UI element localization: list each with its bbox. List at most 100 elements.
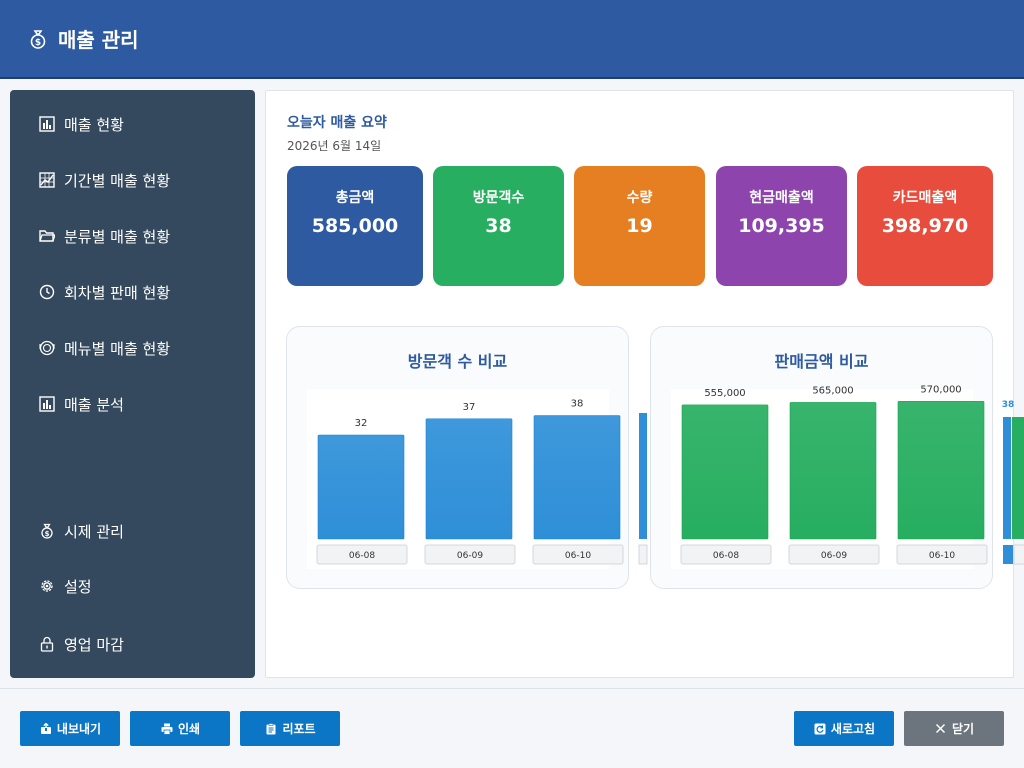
bar	[897, 400, 985, 540]
card-value: 38	[485, 215, 512, 237]
bar-value-label: 565,000	[812, 385, 853, 396]
money-bag-icon: $	[26, 27, 50, 51]
gear-icon	[38, 577, 56, 595]
sidebar-item-label: 기간별 매출 현황	[64, 171, 171, 190]
bar	[789, 402, 877, 540]
card-cash-sales: 현금매출액 109,395	[716, 166, 847, 286]
overflow-tick-box	[1013, 544, 1024, 565]
sidebar-item-round-sales[interactable]: 회차별 판매 현황	[10, 272, 255, 312]
category-tick-box	[316, 544, 408, 565]
sidebar-item-label: 매출 현황	[64, 115, 124, 134]
sidebar-item-label: 시제 관리	[64, 522, 124, 541]
card-value: 19	[626, 215, 653, 237]
export-button-label: 내보내기	[56, 722, 102, 736]
sidebar-item-close-business[interactable]: 영업 마감	[10, 624, 255, 664]
report-button-label: 리포트	[282, 722, 316, 736]
bar	[317, 434, 405, 540]
close-icon	[934, 722, 948, 736]
sidebar-item-cash-management[interactable]: $ 시제 관리	[10, 511, 255, 551]
category-tick-label: 06-10	[565, 551, 591, 561]
visitor-bar-chart: 32 06-08 37 06-09 38 06-10	[316, 399, 648, 565]
category-tick-box	[896, 544, 988, 565]
overflow-bar	[1003, 417, 1011, 539]
sidebar-item-label: 매출 분석	[64, 395, 124, 414]
svg-text:$: $	[45, 530, 50, 538]
sidebar-item-label: 설정	[64, 577, 92, 596]
overflow-tick-box	[638, 544, 648, 565]
bar-value-label: 32	[355, 418, 368, 429]
card-label: 현금매출액	[749, 190, 814, 206]
sidebar-item-period-sales[interactable]: 기간별 매출 현황	[10, 160, 255, 200]
sidebar-item-sales-status[interactable]: 매출 현황	[10, 104, 255, 144]
printer-icon	[160, 722, 174, 736]
sidebar-item-label: 분류별 매출 현황	[64, 227, 171, 246]
folder-icon	[38, 227, 56, 245]
refresh-button[interactable]: 새로고침	[794, 711, 894, 746]
summary-title: 오늘자 매출 요약	[287, 115, 387, 131]
overflow-value-label: 38	[1002, 400, 1015, 410]
card-label: 카드매출액	[892, 190, 958, 206]
money-bag-icon: $	[38, 522, 56, 540]
category-tick-label: 06-09	[821, 551, 847, 561]
summary-date: 2026년 6월 14일	[287, 139, 382, 153]
plate-icon	[38, 339, 56, 357]
sales-bar-chart: 555,000 06-08 565,000 06-09 570,000 06-10 38	[680, 384, 1024, 565]
card-value: 585,000	[311, 215, 399, 237]
bar-value-label: 38	[571, 399, 584, 410]
sidebar-item-label: 메뉴별 매출 현황	[64, 339, 171, 358]
app-header: $ 매출 관리	[0, 0, 1024, 79]
card-card-sales: 카드매출액 398,970	[857, 166, 993, 286]
bar-chart-icon	[38, 115, 56, 133]
chart-title: 판매금액 비교	[774, 352, 869, 371]
sidebar-item-sales-analysis[interactable]: 매출 분석	[10, 384, 255, 424]
close-button[interactable]: 닫기	[904, 711, 1004, 746]
bar-value-label: 37	[463, 402, 476, 413]
visitor-chart-area: 32 06-08 37 06-09 38 06-10	[307, 389, 648, 569]
category-tick-label: 06-09	[457, 551, 483, 561]
category-tick-box	[788, 544, 880, 565]
category-tick-box	[680, 544, 772, 565]
sales-chart-area: 555,000 06-08 565,000 06-09 570,000 06-10 38	[671, 384, 1024, 569]
card-label: 방문객수	[472, 190, 525, 206]
sidebar-item-category-sales[interactable]: 분류별 매출 현황	[10, 216, 255, 256]
refresh-button-label: 새로고침	[830, 722, 876, 736]
export-icon	[39, 722, 53, 736]
card-visitors: 방문객수 38	[433, 166, 564, 286]
clipboard-icon	[264, 722, 278, 736]
category-tick-label: 06-08	[349, 551, 375, 561]
line-chart-icon	[38, 171, 56, 189]
card-value: 109,395	[738, 215, 825, 237]
close-button-label: 닫기	[951, 722, 975, 736]
category-tick-label: 06-10	[929, 551, 955, 561]
bar	[681, 404, 769, 540]
card-label: 수량	[626, 190, 653, 206]
refresh-icon	[813, 722, 827, 736]
category-tick-label: 06-08	[713, 551, 739, 561]
clock-icon	[38, 283, 56, 301]
category-tick-box	[532, 544, 624, 565]
sidebar-item-settings[interactable]: 설정	[10, 566, 255, 606]
bar-value-label: 555,000	[704, 388, 745, 399]
category-tick-box	[424, 544, 516, 565]
bar-value-label: 570,000	[920, 384, 961, 395]
bar	[425, 418, 513, 540]
card-label: 총금액	[335, 190, 375, 206]
card-quantity: 수량 19	[574, 166, 705, 286]
card-total-amount: 총금액 585,000	[287, 166, 423, 286]
card-value: 398,970	[881, 215, 969, 237]
overflow-bar	[639, 413, 647, 539]
print-button[interactable]: 인쇄	[130, 711, 230, 746]
visitor-chart-panel: 방문객 수 비교 32 06-08 37 06-09 38 06-10	[286, 326, 648, 589]
overflow-bar	[1012, 417, 1024, 539]
lock-icon	[38, 635, 56, 653]
sidebar: 매출 현황 기간별 매출 현황 분류별 매출 현황 회차별 판매 현황 메뉴별 …	[10, 90, 255, 678]
sidebar-item-label: 회차별 판매 현황	[64, 283, 171, 302]
sidebar-item-menu-sales[interactable]: 메뉴별 매출 현황	[10, 328, 255, 368]
export-button[interactable]: 내보내기	[20, 711, 120, 746]
sidebar-item-label: 영업 마감	[64, 635, 124, 654]
page-title: 매출 관리	[58, 28, 139, 52]
report-button[interactable]: 리포트	[240, 711, 340, 746]
chart-title: 방문객 수 비교	[407, 352, 508, 371]
overflow-tick-box	[1003, 545, 1013, 564]
sales-chart-panel: 판매금액 비교 555,000 06-08 565,000 06-09 570,000 0…	[650, 326, 1024, 589]
